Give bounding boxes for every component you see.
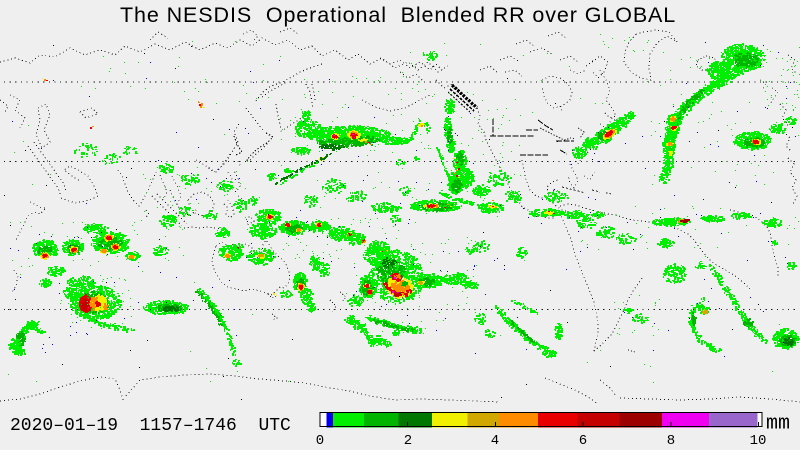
svg-text:mm: mm xyxy=(766,413,790,436)
svg-text:0: 0 xyxy=(316,433,324,449)
svg-text:2: 2 xyxy=(404,433,412,449)
svg-text:The NESDIS Operational Blend: The NESDIS Operational Blended RR over G… xyxy=(120,3,676,27)
svg-text:2020–01–19 1157–1746 UTC: 2020–01–19 1157–1746 UTC xyxy=(10,416,291,436)
svg-text:6: 6 xyxy=(579,433,587,449)
svg-text:8: 8 xyxy=(667,433,675,449)
svg-text:10: 10 xyxy=(750,433,767,449)
svg-text:4: 4 xyxy=(491,433,499,449)
